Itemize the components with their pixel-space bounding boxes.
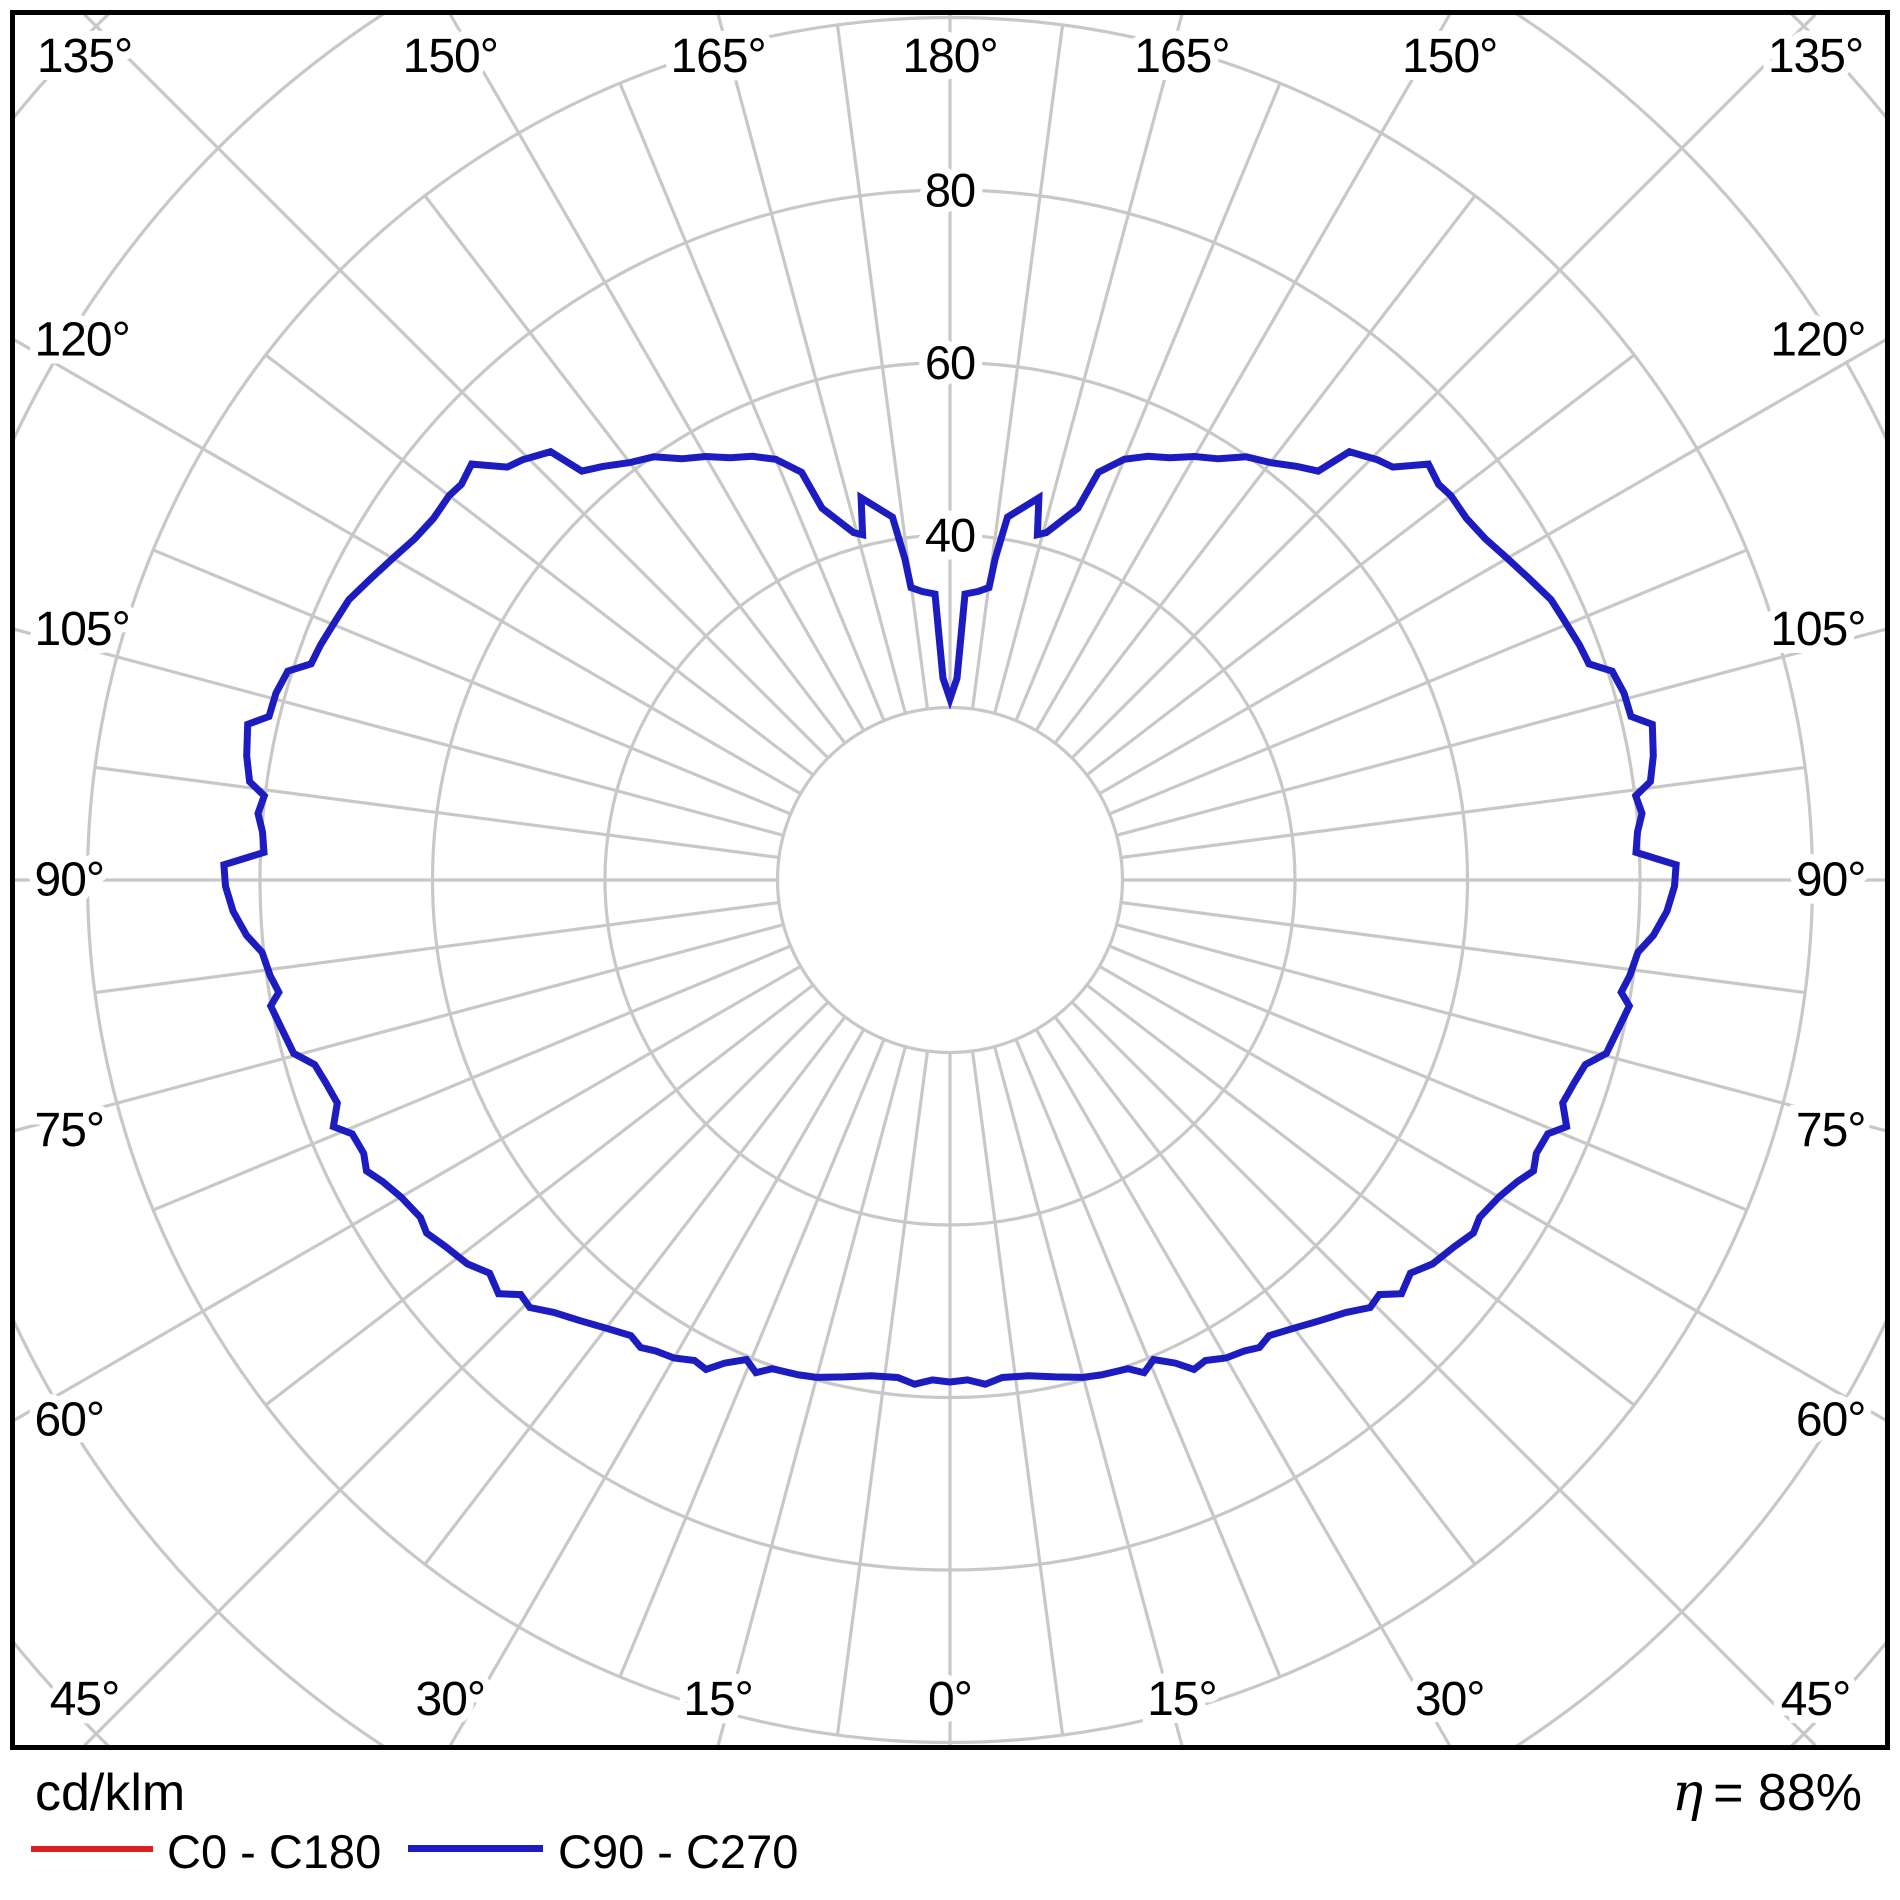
legend-label-c90-c270: C90 - C270 — [558, 1825, 799, 1878]
angle-label-120-right: 120° — [1770, 313, 1865, 366]
grid-spoke-292.5 — [152, 944, 792, 1212]
grid-spoke-105 — [1116, 627, 1886, 837]
angle-label-75-left: 75° — [35, 1104, 105, 1157]
angle-label-165-right: 165° — [1134, 30, 1229, 83]
grid-spoke-345 — [716, 1046, 907, 1746]
grid-spoke-60 — [1098, 964, 1886, 1422]
angle-label-120-left: 120° — [35, 313, 130, 366]
units-label: cd/klm — [35, 1764, 186, 1822]
grid-spoke-165 — [993, 14, 1184, 714]
curve-c90-c270 — [220, 447, 1680, 1388]
grid-spoke-67.5 — [1108, 944, 1748, 1212]
grid-spoke-195 — [716, 14, 907, 714]
angle-label-180: 180° — [902, 30, 997, 83]
angle-label-105-right: 105° — [1770, 603, 1865, 656]
grid-spoke-187.5 — [835, 24, 930, 710]
angle-label-60-right: 60° — [1796, 1394, 1866, 1447]
grid-spoke-337.5 — [618, 1038, 886, 1678]
grid-spoke-142.5 — [1053, 194, 1477, 745]
grid-spoke-37.5 — [1053, 1015, 1477, 1566]
grid-spoke-22.5 — [1014, 1038, 1282, 1678]
grid-spoke-330 — [448, 1028, 866, 1746]
angle-label-15-left: 15° — [683, 1673, 753, 1726]
angle-label-30-right: 30° — [1415, 1673, 1485, 1726]
legend-line-c90-c270 — [408, 1845, 543, 1852]
angle-label-60-left: 60° — [35, 1394, 105, 1447]
grid-spoke-352.5 — [835, 1050, 930, 1736]
eta-symbol: η — [1671, 1763, 1704, 1823]
efficiency-label: η = 88% — [1672, 1763, 1862, 1823]
angle-label-135-left: 135° — [37, 30, 132, 83]
eta-value: = 88% — [1713, 1764, 1862, 1822]
grid-spoke-97.5 — [1120, 765, 1806, 860]
plot-border — [10, 10, 1890, 1750]
angle-label-135-right: 135° — [1768, 30, 1863, 83]
grid-spoke-300 — [14, 964, 802, 1422]
grid-spoke-315 — [83, 1000, 830, 1746]
grid-spoke-322.5 — [423, 1015, 847, 1566]
grid-spoke-232.5 — [264, 353, 815, 777]
angle-label-45-left: 45° — [50, 1673, 120, 1726]
angle-label-75-right: 75° — [1796, 1104, 1866, 1157]
grid-spoke-255 — [14, 627, 784, 837]
grid-spoke-157.5 — [1014, 82, 1282, 722]
grid-spoke-45 — [1070, 1000, 1817, 1746]
grid-spoke-150 — [1034, 14, 1452, 732]
grid-ring-20 — [775, 705, 1125, 1055]
grid-spoke-285 — [14, 923, 784, 1133]
ring-label-80: 80 — [925, 164, 975, 217]
grid-spoke-112.5 — [1108, 548, 1748, 816]
grid-spoke-75 — [1116, 923, 1886, 1133]
grid-spoke-172.5 — [970, 24, 1065, 710]
angle-label-105-left: 105° — [35, 603, 130, 656]
grid-spoke-7.5 — [970, 1050, 1065, 1736]
grid-spoke-127.5 — [1085, 353, 1636, 777]
angle-label-30-left: 30° — [416, 1673, 486, 1726]
grid-spoke-52.5 — [1085, 983, 1636, 1407]
grid-spoke-82.5 — [1120, 900, 1806, 995]
grid-spoke-247.5 — [152, 548, 792, 816]
grid-spoke-30 — [1034, 1028, 1452, 1746]
grid-spoke-135 — [1070, 14, 1817, 760]
angle-label-90-right: 90° — [1796, 854, 1866, 907]
angle-label-0: 0° — [928, 1673, 972, 1726]
grid-spoke-225 — [83, 14, 830, 760]
angle-label-150-right: 150° — [1402, 30, 1497, 83]
angle-label-45-right: 45° — [1781, 1673, 1851, 1726]
legend-line-c0-c180 — [31, 1846, 153, 1852]
grid-spoke-262.5 — [94, 765, 780, 860]
grid-spoke-202.5 — [618, 82, 886, 722]
ring-label-40: 40 — [925, 509, 975, 562]
angle-label-165-left: 165° — [670, 30, 765, 83]
grid-spoke-217.5 — [423, 194, 847, 745]
legend-label-c0-c180: C0 - C180 — [167, 1825, 382, 1878]
angle-label-15-right: 15° — [1147, 1673, 1217, 1726]
angle-label-150-left: 150° — [403, 30, 498, 83]
angle-label-90-left: 90° — [35, 854, 105, 907]
grid-spoke-120 — [1098, 338, 1886, 796]
ring-label-60: 60 — [925, 336, 975, 389]
grid-spoke-240 — [14, 338, 802, 796]
grid-spoke-210 — [448, 14, 866, 732]
grid-spoke-277.5 — [94, 900, 780, 995]
grid-spoke-15 — [993, 1046, 1184, 1746]
grid-spoke-307.5 — [264, 983, 815, 1407]
